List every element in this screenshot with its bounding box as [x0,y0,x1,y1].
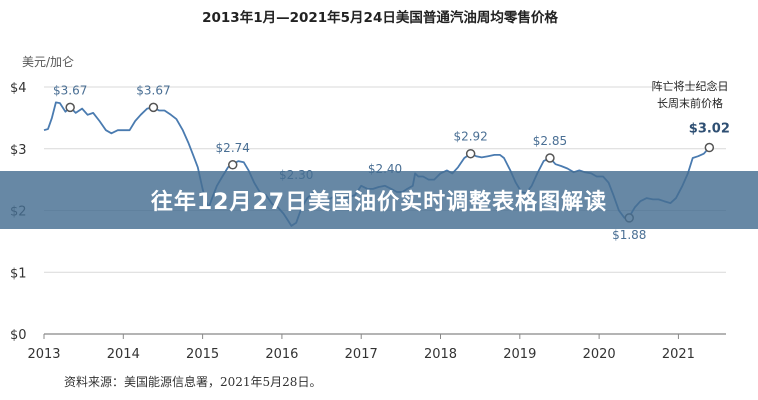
data-label: $2.74 [216,141,250,155]
overlay-banner: 往年12月27日美国油价实时调整表格图解读 [0,171,758,229]
data-label: $3.67 [53,83,87,97]
x-tick-label: 2014 [107,347,140,362]
chart-title: 2013年1月—2021年5月24日美国普通汽油周均零售价格 [202,9,558,26]
data-label: $2.92 [453,130,487,144]
point-marker-last [704,142,715,153]
x-tick-label: 2017 [345,347,378,362]
y-tick-label: $0 [10,328,27,343]
source-note: 资料来源：美国能源信息署，2021年5月28日。 [64,374,321,389]
x-tick-label: 2019 [503,347,536,362]
y-tick-label: $4 [10,81,27,96]
point-marker [465,148,476,159]
x-axis-ticks: 2013 2014 2015 2016 2017 2018 2019 2020 2021 [27,334,695,362]
data-label: $2.85 [533,134,567,148]
point-marker [148,102,159,113]
y-axis-unit-label: 美元/加仑 [22,55,74,69]
data-label-last: $3.02 [689,122,730,137]
x-tick-label: 2016 [265,347,298,362]
x-tick-label: 2015 [186,347,219,362]
point-marker [545,153,555,163]
x-tick-label: 2018 [424,347,457,362]
x-tick-label: 2021 [662,347,695,362]
data-label: $1.88 [612,228,646,242]
x-tick-label: 2013 [27,347,60,362]
x-tick-label: 2020 [583,347,616,362]
note-line-2: 长周末前价格 [657,96,723,110]
note-line-1: 阵亡将士纪念日 [652,79,729,93]
y-tick-label: $3 [10,143,27,158]
point-marker [65,102,75,113]
overlay-title: 往年12月27日美国油价实时调整表格图解读 [150,190,608,215]
point-marker [227,160,238,170]
y-tick-label: $1 [10,266,27,281]
data-label: $3.67 [136,83,170,97]
